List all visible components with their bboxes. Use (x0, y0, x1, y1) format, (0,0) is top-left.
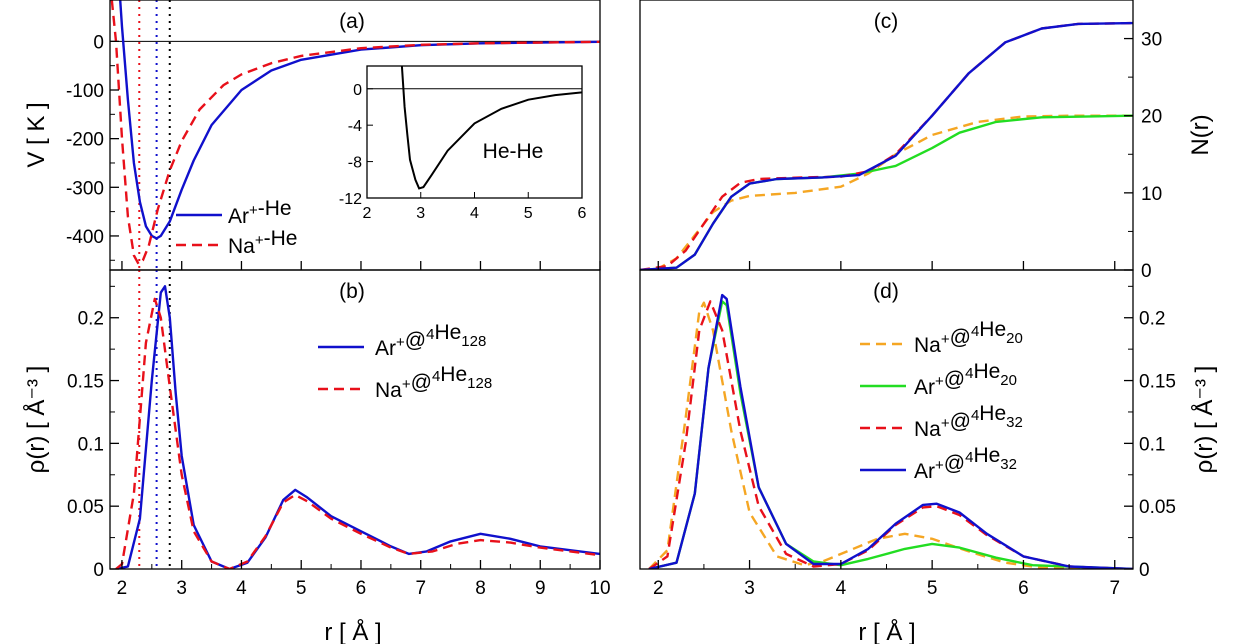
y-tick-label: -300 (66, 178, 104, 199)
x-tick-label: 10 (589, 578, 610, 599)
legend-label: Na+-He (228, 227, 297, 258)
y-tick-label: 0.1 (78, 434, 104, 455)
y-axis-label: ρ(r) [ Å⁻³ ] (22, 366, 50, 474)
y-tick-label: -400 (66, 227, 104, 248)
y-tick-label: 0.2 (1139, 309, 1165, 330)
legend-label: Na+@4He32 (914, 402, 1023, 441)
panel-label: (c) (874, 10, 899, 33)
y-tick-label: 0 (1139, 560, 1150, 581)
inset-bg (367, 66, 582, 198)
y-axis-label: V [ K ] (23, 102, 50, 167)
y-axis-label: ρ(r) [ Å⁻³ ] (1190, 366, 1218, 474)
x-tick-label: 6 (1018, 578, 1029, 599)
y-tick-label: 0.15 (67, 372, 104, 393)
inset-y-tick-label: -4 (348, 118, 362, 135)
inset-y-tick-label: 0 (353, 82, 362, 99)
series-line-1 (640, 114, 1133, 270)
series-line-0 (119, 0, 600, 240)
panel-b: 0 0.05 0.1 0.15 0.2 2 3 4 5 6 7 8 9 10 (b) r [ Å ] ρ(r) … (22, 269, 611, 644)
inset-title: He-He (483, 140, 544, 163)
y-tick-label: 10 (1141, 184, 1162, 205)
legend-label: Ar+-He (228, 197, 292, 228)
panel-label: (d) (873, 280, 899, 303)
y-tick-label: 0 (93, 32, 104, 53)
legend-label: Ar+@4He32 (914, 444, 1017, 483)
panel-c: 0 10 20 30 (c) N(r) (639, 0, 1214, 282)
x-tick-label: 4 (836, 578, 847, 599)
x-tick-label: 9 (535, 578, 546, 599)
x-tick-label: 2 (653, 578, 664, 599)
series-line-0 (648, 301, 1133, 569)
x-tick-label: 8 (475, 578, 486, 599)
x-tick-label: 7 (1109, 578, 1120, 599)
inset-curve (400, 66, 582, 190)
x-tick-label: 3 (176, 578, 187, 599)
y-tick-label: 0.2 (78, 309, 104, 330)
y-tick-label: 0.05 (1139, 497, 1176, 518)
y-tick-label: 0.05 (67, 497, 104, 518)
y-tick-label: 20 (1141, 107, 1162, 128)
x-tick-label: 5 (296, 578, 307, 599)
legend-label: Ar+@4He20 (914, 360, 1017, 399)
y-tick-label: 0.1 (1139, 434, 1165, 455)
y-tick-label: 30 (1141, 30, 1162, 51)
series-line-3 (648, 293, 1133, 569)
y-axis-label: N(r) (1187, 114, 1214, 155)
x-tick-label: 3 (744, 578, 755, 599)
x-tick-label: 4 (236, 578, 247, 599)
x-tick-label: 5 (927, 578, 938, 599)
plot-frame (639, 269, 1134, 570)
plot-frame (639, 0, 1134, 271)
inset-x-tick-label: 4 (470, 205, 479, 222)
inset: 0 -4 -8 -122 3 4 5 6 He-He (339, 65, 587, 222)
inset-x-tick-label: 6 (578, 205, 587, 222)
series-line-2 (640, 21, 1133, 270)
legend-label: Na+@4He20 (914, 318, 1023, 357)
panel-d: 0 0.05 0.1 0.15 0.2 2 3 4 5 6 7 (d) r [ Å ] ρ(r) [ Å⁻… (639, 269, 1218, 644)
plot-frame (109, 269, 601, 570)
inset-x-tick-label: 2 (363, 205, 372, 222)
inset-x-tick-label: 3 (416, 205, 425, 222)
y-tick-label: -100 (66, 81, 104, 102)
series-line-0 (115, 285, 600, 569)
y-tick-label: 0 (93, 560, 104, 581)
x-tick-label: 6 (356, 578, 367, 599)
y-tick-label: 0 (1141, 261, 1152, 282)
x-tick-label: 2 (117, 578, 128, 599)
panel-label: (b) (339, 280, 365, 303)
series-line-1 (115, 297, 600, 569)
x-axis-label: r [ Å ] (858, 618, 915, 644)
inset-y-tick-label: -8 (348, 155, 362, 172)
y-tick-label: 0.15 (1139, 372, 1176, 393)
inset-x-tick-label: 5 (524, 205, 533, 222)
x-axis-label: r [ Å ] (324, 618, 381, 644)
legend-label: Na+@4He128 (375, 363, 492, 402)
inset-y-tick-label: -12 (339, 191, 362, 208)
series-line-0 (640, 114, 1133, 270)
x-tick-label: 7 (415, 578, 426, 599)
series-line-3 (640, 21, 1133, 270)
y-tick-label: -200 (66, 130, 104, 151)
legend-label: Ar+@4He128 (375, 321, 486, 360)
panel-label: (a) (339, 10, 365, 33)
